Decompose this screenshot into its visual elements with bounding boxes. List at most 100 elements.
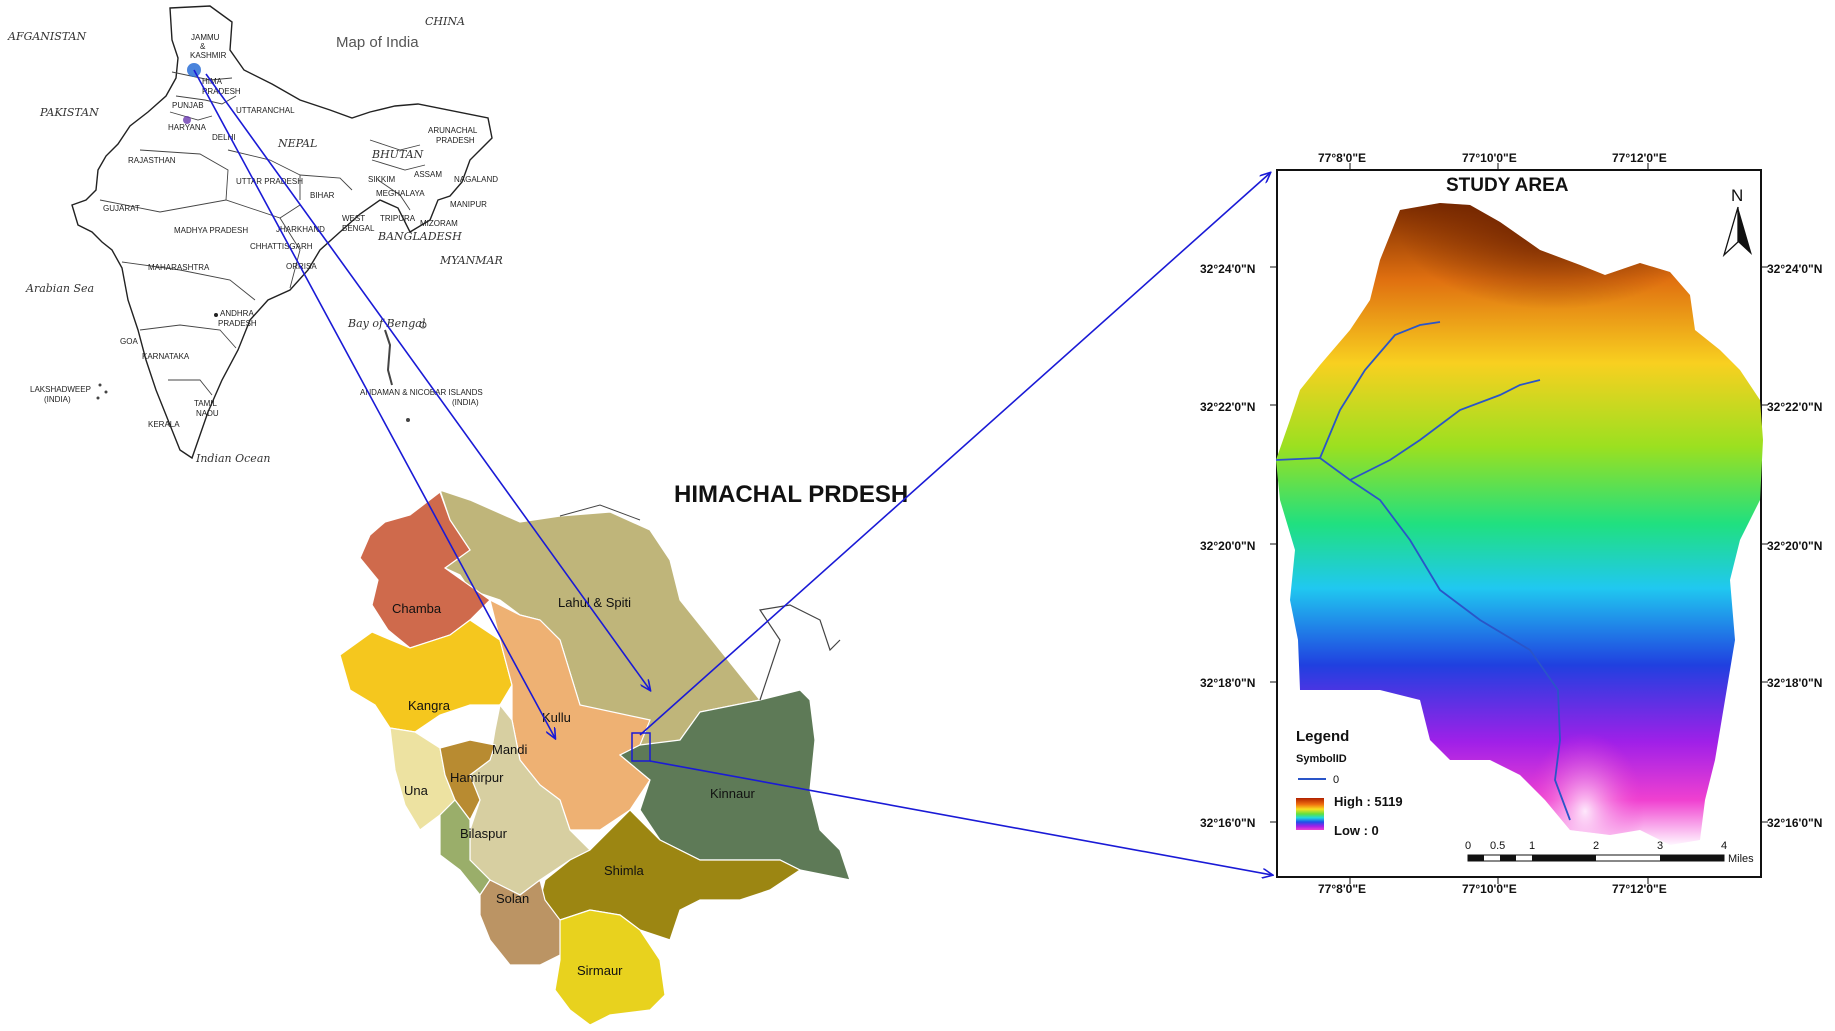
district-label-una: Una	[404, 783, 429, 798]
legend-high: High : 5119	[1334, 794, 1403, 809]
state-label: HARYANA	[168, 123, 207, 132]
arrow-india-to-kullu	[193, 69, 555, 738]
scale-bar: 0 0.5 1 2 3 4 Miles	[1465, 840, 1754, 865]
scale-label: 0.5	[1490, 840, 1505, 852]
lon-label: 77°10'0"E	[1462, 882, 1517, 896]
study-area-locator	[631, 732, 651, 762]
state-label: JAMMU	[191, 33, 220, 42]
border-line	[559, 504, 641, 521]
legend: Legend SymbolID 0 High : 5119 Low : 0	[1296, 728, 1403, 838]
legend-elevation-ramp	[1296, 798, 1324, 830]
district-label-lahul-spiti: Lahul & Spiti	[558, 595, 631, 610]
state-label: DELHI	[212, 133, 236, 142]
study-area-title: STUDY AREA	[1446, 175, 1569, 196]
district-label-solan: Solan	[496, 891, 529, 906]
state-label: PUNJAB	[172, 101, 204, 110]
india-map: AFGANISTAN PAKISTAN CHINA NEPAL BHUTAN B…	[7, 5, 503, 465]
state-label: ARUNACHAL	[428, 126, 478, 135]
lat-label: 32°18'0"N	[1200, 676, 1255, 690]
state-label: BIHAR	[310, 191, 335, 200]
country-label-nepal: NEPAL	[277, 137, 317, 150]
district-label-chamba: Chamba	[392, 601, 442, 616]
lat-label: 32°24'0"N	[1767, 262, 1822, 276]
arrow-india-to-lahul	[205, 73, 650, 690]
legend-symbol-value: 0	[1333, 774, 1339, 786]
sea-label-indian-ocean: Indian Ocean	[195, 452, 270, 465]
lat-label: 32°22'0"N	[1200, 400, 1255, 414]
state-label: NAGALAND	[454, 175, 498, 184]
district-chamba	[359, 491, 491, 649]
state-label: MIZORAM	[420, 219, 458, 228]
scale-label: 2	[1593, 840, 1599, 852]
scale-label: 4	[1721, 840, 1727, 852]
border-line	[758, 604, 841, 701]
state-label: TRIPURA	[380, 214, 416, 223]
state-label: RAJASTHAN	[128, 156, 176, 165]
lat-label: 32°24'0"N	[1200, 262, 1255, 276]
arrow-to-study-bottom	[649, 760, 1272, 875]
country-label-afganistan: AFGANISTAN	[7, 30, 86, 43]
lon-label: 77°10'0"E	[1462, 151, 1517, 165]
district-label-bilaspur: Bilaspur	[460, 826, 508, 841]
district-label-kangra: Kangra	[408, 698, 451, 713]
state-label: (INDIA)	[452, 398, 479, 407]
state-label: GUJARAT	[103, 204, 140, 213]
state-label: JHARKHAND	[276, 225, 325, 234]
lat-label: 32°20'0"N	[1200, 539, 1255, 553]
delhi-marker	[183, 116, 191, 124]
state-label: ANDHRA	[220, 309, 254, 318]
country-label-bhutan: BHUTAN	[371, 148, 424, 161]
district-label-hamirpur: Hamirpur	[450, 770, 504, 785]
dem-highland-shade	[1380, 203, 1695, 380]
state-label: WEST	[342, 214, 365, 223]
scale-label: 1	[1529, 840, 1535, 852]
state-label: MADHYA PRADESH	[174, 226, 248, 235]
district-label-kinnaur: Kinnaur	[710, 786, 755, 801]
island-dot	[419, 321, 427, 329]
state-label: GOA	[120, 337, 138, 346]
state-label: ORRISA	[286, 262, 317, 271]
capital-dot	[214, 313, 218, 317]
lon-label: 77°8'0"E	[1318, 151, 1366, 165]
state-label: NADU	[196, 409, 219, 418]
connector-arrows	[193, 69, 1272, 875]
lon-label: 77°8'0"E	[1318, 882, 1366, 896]
state-label: TAMIL	[194, 399, 218, 408]
latitude-labels-left: 32°24'0"N 32°22'0"N 32°20'0"N 32°18'0"N …	[1200, 262, 1255, 830]
state-label: LAKSHADWEEP	[30, 385, 91, 394]
state-label: ANDAMAN & NICOBAR ISLANDS	[360, 388, 483, 397]
lat-label: 32°18'0"N	[1767, 676, 1822, 690]
state-label: UTTAR PRADESH	[236, 177, 303, 186]
island-dot	[98, 383, 102, 387]
lat-label: 32°20'0"N	[1767, 539, 1822, 553]
scale-label: 0	[1465, 840, 1471, 852]
district-sirmaur	[554, 909, 666, 1026]
state-label: KARNATAKA	[142, 352, 190, 361]
longitude-labels-top: 77°8'0"E 77°10'0"E 77°12'0"E	[1318, 151, 1667, 165]
lat-label: 32°22'0"N	[1767, 400, 1822, 414]
hp-map-title: HIMACHAL PRDESH	[674, 481, 908, 508]
state-label: UTTARANCHAL	[236, 106, 295, 115]
sea-label-arabian: Arabian Sea	[25, 282, 94, 295]
state-label: MAHARASHTRA	[148, 263, 210, 272]
country-label-pakistan: PAKISTAN	[39, 106, 99, 119]
state-labels: JAMMU & KASHMIR HIMA PRADESH PUNJAB HARY…	[30, 33, 498, 429]
legend-symbol-header: SymbolID	[1296, 753, 1347, 765]
lat-label: 32°16'0"N	[1200, 816, 1255, 830]
island-dot	[96, 396, 100, 400]
stream-network	[1275, 321, 1571, 821]
state-label: ASSAM	[414, 170, 442, 179]
district-label-mandi: Mandi	[492, 742, 528, 757]
latitude-labels-right: 32°24'0"N 32°22'0"N 32°20'0"N 32°18'0"N …	[1767, 262, 1822, 830]
lon-label: 77°12'0"E	[1612, 882, 1667, 896]
state-label: KERALA	[148, 420, 180, 429]
country-label-myanmar: MYANMAR	[439, 254, 503, 267]
north-label: N	[1731, 186, 1743, 205]
india-map-title: Map of India	[336, 34, 419, 51]
state-label: (INDIA)	[44, 395, 71, 404]
district-labels: Chamba Lahul & Spiti Kangra Kullu Mandi …	[392, 595, 755, 978]
legend-title: Legend	[1296, 728, 1349, 745]
district-label-shimla: Shimla	[604, 863, 645, 878]
state-label: PRADESH	[436, 136, 475, 145]
